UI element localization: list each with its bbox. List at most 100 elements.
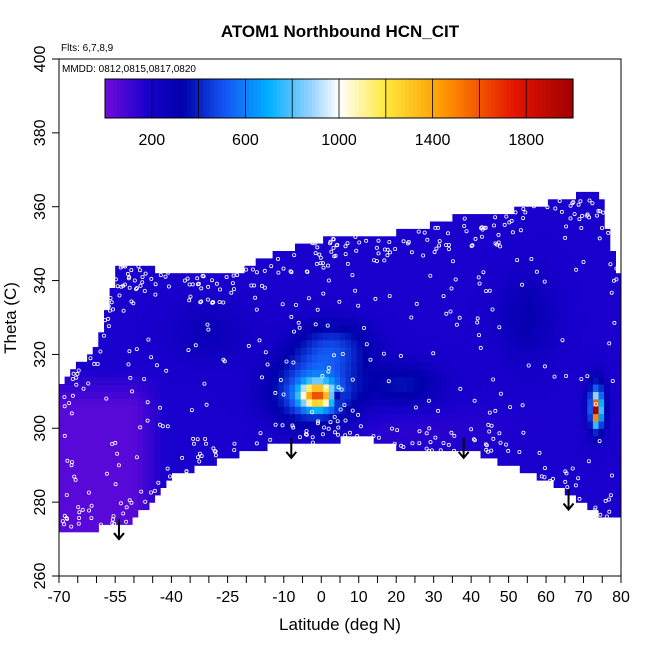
heatmap-cell [227, 280, 234, 289]
heatmap-cell [199, 435, 206, 444]
sample-point [224, 274, 229, 279]
sample-point [76, 368, 81, 373]
sample-point [471, 437, 476, 442]
heatmap-cell [547, 413, 555, 422]
heatmap-cell [463, 317, 470, 326]
heatmap-cell [547, 265, 555, 274]
heatmap-cell [171, 398, 178, 407]
heatmap-cell [407, 295, 414, 304]
heatmap-cell [261, 310, 268, 319]
heatmap-cell [519, 221, 526, 230]
heatmap-cell [306, 435, 313, 444]
heatmap-cell [486, 317, 493, 326]
heatmap-cell [441, 317, 448, 326]
heatmap-cell [519, 339, 526, 348]
heatmap-cell [143, 384, 150, 392]
heatmap-cell [576, 251, 583, 259]
sample-point [335, 432, 340, 437]
heatmap-cell [233, 295, 240, 304]
heatmap-cell [474, 413, 482, 422]
heatmap-cell [92, 524, 99, 533]
heatmap-cell [238, 332, 245, 341]
heatmap-cell [373, 265, 380, 274]
heatmap-cell [474, 273, 482, 282]
heatmap-cell [340, 288, 347, 296]
heatmap-cell [508, 347, 515, 355]
sample-point [342, 402, 347, 407]
sample-point [76, 505, 81, 510]
heatmap-cell [233, 361, 240, 370]
sample-point [477, 281, 482, 286]
heatmap-cell [514, 251, 521, 259]
heatmap-cell [373, 413, 380, 422]
heatmap-cell [362, 354, 369, 363]
heatmap-cell [480, 376, 487, 385]
heatmap-cell [441, 251, 448, 259]
sample-point [328, 241, 333, 246]
heatmap-cell [587, 502, 594, 511]
heatmap-cell [598, 406, 605, 415]
heatmap-cell [75, 487, 83, 496]
heatmap-cell [278, 265, 285, 274]
heatmap-cell [210, 391, 217, 400]
sample-point [336, 385, 341, 390]
heatmap-cell [177, 384, 184, 392]
sample-point [186, 348, 191, 353]
heatmap-cell [531, 332, 538, 341]
heatmap-cell [536, 406, 543, 415]
heatmap-cell [559, 384, 566, 392]
heatmap-cell [115, 413, 122, 422]
heatmap-cell [418, 347, 425, 355]
heatmap-cell [193, 428, 201, 437]
heatmap-cell [604, 398, 611, 407]
sample-point [86, 490, 91, 495]
sample-point [164, 368, 169, 373]
heatmap-cell [441, 347, 448, 355]
sample-point [446, 247, 451, 252]
heatmap-cell [75, 494, 83, 503]
heatmap-cell [205, 420, 212, 429]
heatmap-cell [609, 251, 616, 259]
y-tick-label: 320 [32, 341, 49, 368]
heatmap-cell [323, 413, 330, 422]
heatmap-cell [132, 354, 139, 363]
heatmap-cell [148, 280, 156, 289]
heatmap-cell [598, 420, 605, 429]
heatmap-cell [92, 465, 99, 474]
heatmap-cell [385, 398, 392, 407]
heatmap-cell [182, 435, 189, 444]
heatmap-cell [373, 324, 380, 333]
heatmap-cell [143, 480, 150, 488]
heatmap-cell [132, 480, 139, 488]
colorbar-segment [315, 79, 321, 118]
sample-point [149, 355, 154, 360]
heatmap-cell [160, 354, 167, 363]
heatmap-cell [255, 265, 262, 274]
sample-point [62, 522, 67, 527]
heatmap-cell [413, 384, 420, 392]
heatmap-cell [126, 302, 133, 311]
heatmap-cell [609, 509, 616, 518]
heatmap-cell [75, 420, 83, 429]
heatmap-cell [446, 265, 453, 274]
heatmap-cell [227, 324, 234, 333]
heatmap-cell [390, 369, 397, 378]
heatmap-cell [368, 295, 375, 304]
heatmap-cell [104, 376, 111, 385]
heatmap-cell [210, 339, 217, 348]
heatmap-cell [171, 280, 178, 289]
heatmap-cell [250, 391, 257, 400]
heatmap-cell [491, 339, 498, 348]
heatmap-cell [64, 465, 71, 474]
heatmap-cell [587, 199, 594, 208]
heatmap-cell [547, 384, 555, 392]
heatmap-cell [115, 480, 122, 488]
heatmap-cell [525, 465, 532, 474]
heatmap-cell [429, 398, 437, 407]
heatmap-cell [576, 361, 583, 370]
heatmap-cell [104, 509, 111, 518]
heatmap-cell [210, 324, 217, 333]
heatmap-cell [564, 361, 571, 370]
heatmap-cell [604, 258, 611, 267]
heatmap-cell [559, 324, 566, 333]
